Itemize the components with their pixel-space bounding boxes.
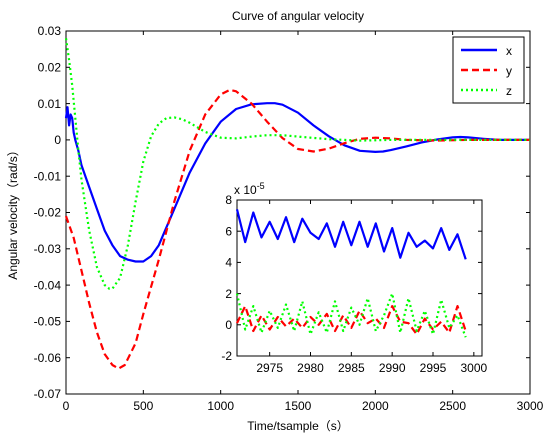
legend: x y z <box>452 36 525 104</box>
inset-x-tick-label: 2985 <box>338 361 365 375</box>
x-axis-label: Time/tsample（s） <box>247 419 349 433</box>
legend-label-z: z <box>506 84 512 98</box>
main-y-tick-label: -0.03 <box>34 242 62 256</box>
inset-series-z-line <box>235 292 467 338</box>
inset-y-tick-label: 6 <box>225 224 232 238</box>
main-x-tick-label: 3000 <box>517 399 544 413</box>
main-y-tick-label: 0.03 <box>38 24 62 38</box>
inset-x-tick-label: 3000 <box>460 361 487 375</box>
y-axis-label: Angular velocity（rad/s） <box>6 144 20 279</box>
inset-scale-base: x 10 <box>234 183 257 197</box>
inset-y-tick-label: 2 <box>225 287 232 301</box>
inset-series-x-line <box>235 209 467 260</box>
main-y-tick-label: -0.06 <box>34 351 62 365</box>
main-y-tick-label: 0 <box>54 133 61 147</box>
inset-x-tick-label: 2980 <box>297 361 324 375</box>
main-y-tick-label: 0.02 <box>38 61 62 75</box>
chart-title: Curve of angular velocity <box>232 9 364 23</box>
main-y-tick-label: -0.07 <box>34 387 62 401</box>
inset-axis-ticks: 2975 2980 2985 2990 2995 3000 8 6 4 2 0 -2 <box>221 193 487 375</box>
inset-series-y-line <box>236 305 467 336</box>
legend-label-x: x <box>506 44 512 58</box>
main-series-lines <box>64 38 530 370</box>
main-y-tick-label: -0.05 <box>34 315 62 329</box>
main-x-tick-label: 0 <box>63 399 70 413</box>
main-x-tick-label: 500 <box>133 399 153 413</box>
inset-scale-exponent: -5 <box>257 181 265 191</box>
inset-y-tick-label: 8 <box>225 193 232 207</box>
main-y-tick-label: 0.01 <box>38 97 62 111</box>
inset-y-tick-label: 0 <box>225 318 232 332</box>
inset-scale-label: x 10-5 <box>234 181 265 197</box>
main-series-x-line <box>64 102 530 263</box>
inset-series-lines <box>235 209 467 338</box>
main-series-z-line <box>64 38 530 290</box>
main-x-tick-label: 2500 <box>439 399 466 413</box>
main-y-tick-label: -0.01 <box>34 169 62 183</box>
main-x-tick-label: 1000 <box>207 399 234 413</box>
main-axis-ticks: 0 500 1000 1500 2000 2500 30000.030.020.010-0.… <box>34 24 544 413</box>
legend-label-y: y <box>506 64 512 78</box>
inset-x-tick-label: 2990 <box>379 361 406 375</box>
main-series-y-line <box>64 88 530 370</box>
main-x-tick-label: 2000 <box>362 399 389 413</box>
inset-x-tick-label: 2975 <box>256 361 283 375</box>
main-x-tick-label: 1500 <box>285 399 312 413</box>
inset-x-tick-label: 2995 <box>420 361 447 375</box>
inset-y-tick-label: 4 <box>225 256 232 270</box>
inset-y-tick-label: -2 <box>221 349 232 363</box>
main-y-tick-label: -0.04 <box>34 278 62 292</box>
inset-chart: x 10-5 2975 2980 2985 2990 2995 3000 8 6 4 2 0 -2 <box>221 181 487 375</box>
main-y-tick-label: -0.02 <box>34 206 62 220</box>
inset-plot-frame <box>236 199 483 357</box>
